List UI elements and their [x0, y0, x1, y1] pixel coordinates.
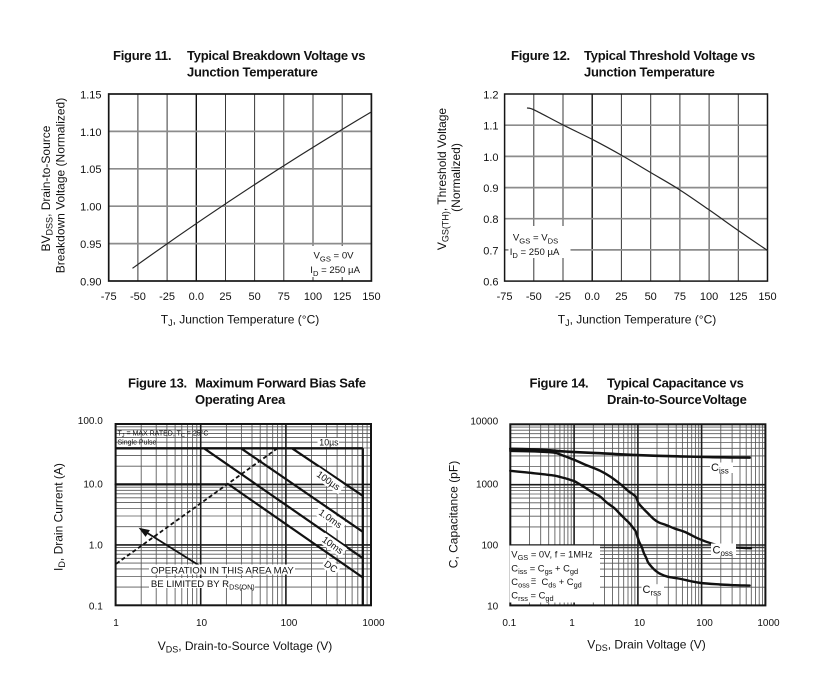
svg-text:150: 150 [362, 291, 380, 303]
svg-text:125: 125 [333, 291, 351, 303]
svg-text:1: 1 [569, 618, 575, 629]
svg-text:~: ~ [531, 574, 536, 584]
svg-text:10: 10 [196, 618, 208, 629]
svg-text:-25: -25 [555, 291, 571, 303]
svg-text:0.7: 0.7 [483, 245, 498, 257]
svg-text:OPERATION IN THIS AREA MAY: OPERATION IN THIS AREA MAY [151, 566, 294, 577]
svg-text:Coss​: Coss​ [713, 545, 733, 559]
svg-text:Junction Temperature: Junction Temperature [584, 64, 715, 79]
svg-text:Figure 11.: Figure 11. [113, 48, 171, 63]
svg-text:Typical Breakdown Voltage vs: Typical Breakdown Voltage vs [187, 48, 365, 63]
svg-text:1.2: 1.2 [483, 89, 498, 101]
svg-text:ID​ = 250 µA: ID​ = 250 µA [510, 247, 560, 260]
svg-text:BVDSS​, Drain-to-Source: BVDSS​, Drain-to-Source [39, 125, 55, 251]
svg-text:50: 50 [645, 291, 657, 303]
svg-text:50: 50 [248, 291, 260, 303]
svg-text:Ciss​ = Cgs​ + Cgd​: Ciss​ = Cgs​ + Cgd​ [511, 563, 578, 577]
svg-text:BE LIMITED BY RDS(ON)​: BE LIMITED BY RDS(ON)​ [151, 579, 255, 591]
svg-text:75: 75 [674, 291, 686, 303]
svg-text:1.1: 1.1 [483, 121, 498, 133]
svg-text:1.05: 1.05 [80, 164, 101, 176]
svg-text:25: 25 [615, 291, 627, 303]
svg-text:Junction Temperature: Junction Temperature [187, 64, 318, 79]
svg-text:0.1: 0.1 [89, 602, 103, 613]
svg-text:1000: 1000 [362, 618, 385, 629]
svg-text:150: 150 [758, 291, 776, 303]
svg-text:VGS​ = 0V: VGS​ = 0V [314, 251, 355, 264]
svg-text:100.0: 100.0 [78, 416, 103, 427]
svg-text:VGS​ = 0V, f = 1MHz: VGS​ = 0V, f = 1MHz [511, 549, 593, 563]
svg-text:0.95: 0.95 [80, 239, 101, 251]
svg-text:-75: -75 [497, 291, 513, 303]
svg-text:125: 125 [729, 291, 747, 303]
svg-text:1.10: 1.10 [80, 127, 101, 139]
svg-text:1000: 1000 [757, 618, 780, 629]
svg-text:25: 25 [219, 291, 231, 303]
svg-text:1.00: 1.00 [80, 202, 101, 214]
svg-text:100: 100 [281, 618, 298, 629]
svg-text:Single Pulse: Single Pulse [118, 439, 157, 446]
svg-text:VDS​, Drain Voltage (V): VDS​, Drain Voltage (V) [587, 638, 706, 654]
svg-text:Ciss​: Ciss​ [711, 462, 729, 476]
svg-text:10: 10 [634, 618, 646, 629]
svg-text:0.1: 0.1 [502, 618, 516, 629]
svg-text:0.0: 0.0 [585, 291, 600, 303]
svg-text:Maximum Forward Bias Safe: Maximum Forward Bias Safe [195, 375, 366, 390]
svg-text:Operating Area: Operating Area [195, 392, 286, 407]
svg-text:10000: 10000 [470, 417, 498, 428]
svg-text:-25: -25 [159, 291, 175, 303]
svg-text:-50: -50 [130, 291, 146, 303]
svg-text:1: 1 [113, 618, 119, 629]
svg-text:-50: -50 [526, 291, 542, 303]
svg-text:Figure 12.: Figure 12. [511, 48, 570, 63]
svg-text:Crss​ = Cgd​: Crss​ = Cgd​ [511, 590, 553, 604]
svg-text:10.0: 10.0 [83, 480, 103, 491]
svg-text:0.90: 0.90 [80, 276, 101, 288]
svg-text:0.8: 0.8 [483, 214, 498, 226]
svg-text:75: 75 [278, 291, 290, 303]
svg-text:Breakdown Voltage (Normalized): Breakdown Voltage (Normalized) [53, 98, 67, 273]
svg-text:ID​, Drain Current (A): ID​, Drain Current (A) [52, 463, 68, 571]
svg-text:100: 100 [304, 291, 322, 303]
svg-text:C, Capacitance (pF): C, Capacitance (pF) [447, 461, 461, 568]
svg-text:1.0: 1.0 [89, 540, 103, 551]
svg-text:ID​ = 250 µA: ID​ = 250 µA [310, 265, 360, 278]
svg-text:Cds​ + Cgd​: Cds​ + Cgd​ [542, 576, 582, 590]
svg-text:(Normalized): (Normalized) [449, 143, 463, 212]
svg-text:0.6: 0.6 [483, 277, 498, 289]
svg-text:VDS​, Drain-to-Source Voltage: VDS​, Drain-to-Source Voltage (V) [158, 639, 333, 655]
svg-text:1000: 1000 [476, 480, 499, 491]
svg-text:1.0: 1.0 [483, 152, 498, 164]
svg-text:Coss​: Coss​ [511, 576, 530, 590]
svg-text:-75: -75 [101, 291, 117, 303]
svg-text:TJ​ = MAX RATED, TC​ = 25°C: TJ​ = MAX RATED, TC​ = 25°C [118, 429, 209, 439]
svg-text:Crss​: Crss​ [643, 584, 662, 598]
svg-text:Typical Threshold Voltage vs: Typical Threshold Voltage vs [584, 48, 755, 63]
svg-text:TJ​, Junction Temperature (°C): TJ​, Junction Temperature (°C) [558, 313, 716, 329]
svg-text:1.15: 1.15 [80, 89, 101, 101]
svg-text:10µs: 10µs [319, 438, 339, 448]
svg-text:0.9: 0.9 [483, 183, 498, 195]
svg-text:100: 100 [700, 291, 718, 303]
svg-text:VGS​ = VDS​: VGS​ = VDS​ [513, 232, 558, 245]
svg-text:Typical Capacitance vs: Typical Capacitance vs [607, 375, 744, 390]
svg-text:Figure 14.: Figure 14. [530, 375, 589, 390]
svg-text:TJ​, Junction Temperature (°C): TJ​, Junction Temperature (°C) [161, 313, 319, 329]
svg-text:0.0: 0.0 [189, 291, 204, 303]
svg-text:10: 10 [487, 602, 499, 613]
svg-text:Figure 13.: Figure 13. [128, 375, 187, 390]
svg-text:=: = [531, 576, 537, 587]
svg-text:100: 100 [482, 540, 499, 551]
svg-text:100: 100 [696, 618, 713, 629]
svg-text:VGS(TH)​, Threshold Voltage: VGS(TH)​, Threshold Voltage [435, 108, 451, 251]
svg-text:Drain-to-Source Voltage: Drain-to-Source Voltage [607, 392, 747, 407]
